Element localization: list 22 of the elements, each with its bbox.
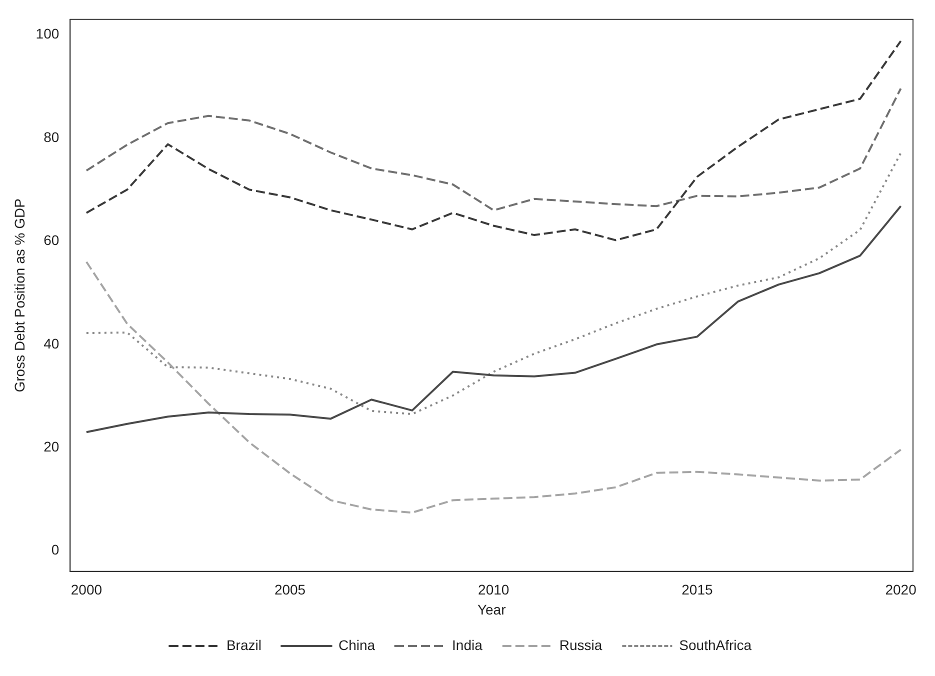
y-tick-label: 0 — [51, 542, 60, 558]
line-series — [85, 152, 902, 416]
y-tick-label: 100 — [36, 26, 60, 42]
legend-label: China — [338, 636, 376, 653]
y-tick-label: 40 — [44, 335, 60, 352]
x-tick-label: 2000 — [70, 582, 102, 598]
line-series — [85, 260, 902, 514]
x-tick-label: 2020 — [885, 582, 917, 598]
y-axis-title: Gross Debt Position as % GDP — [11, 198, 28, 392]
y-tick-label: 60 — [44, 232, 60, 248]
y-tick-label: 20 — [44, 438, 60, 454]
x-tick-label: 2005 — [274, 582, 306, 598]
line-series — [85, 40, 902, 242]
x-tick-label: 2015 — [682, 582, 713, 598]
legend-label: India — [452, 636, 483, 653]
legend-label: Brazil — [226, 636, 262, 653]
y-tick-label: 80 — [44, 128, 60, 145]
x-tick-label: 2010 — [478, 582, 510, 598]
line-series — [85, 88, 902, 212]
legend-label: SouthAfrica — [679, 636, 752, 653]
x-axis-title: Year — [477, 601, 506, 618]
legend-label: Russia — [559, 636, 602, 653]
